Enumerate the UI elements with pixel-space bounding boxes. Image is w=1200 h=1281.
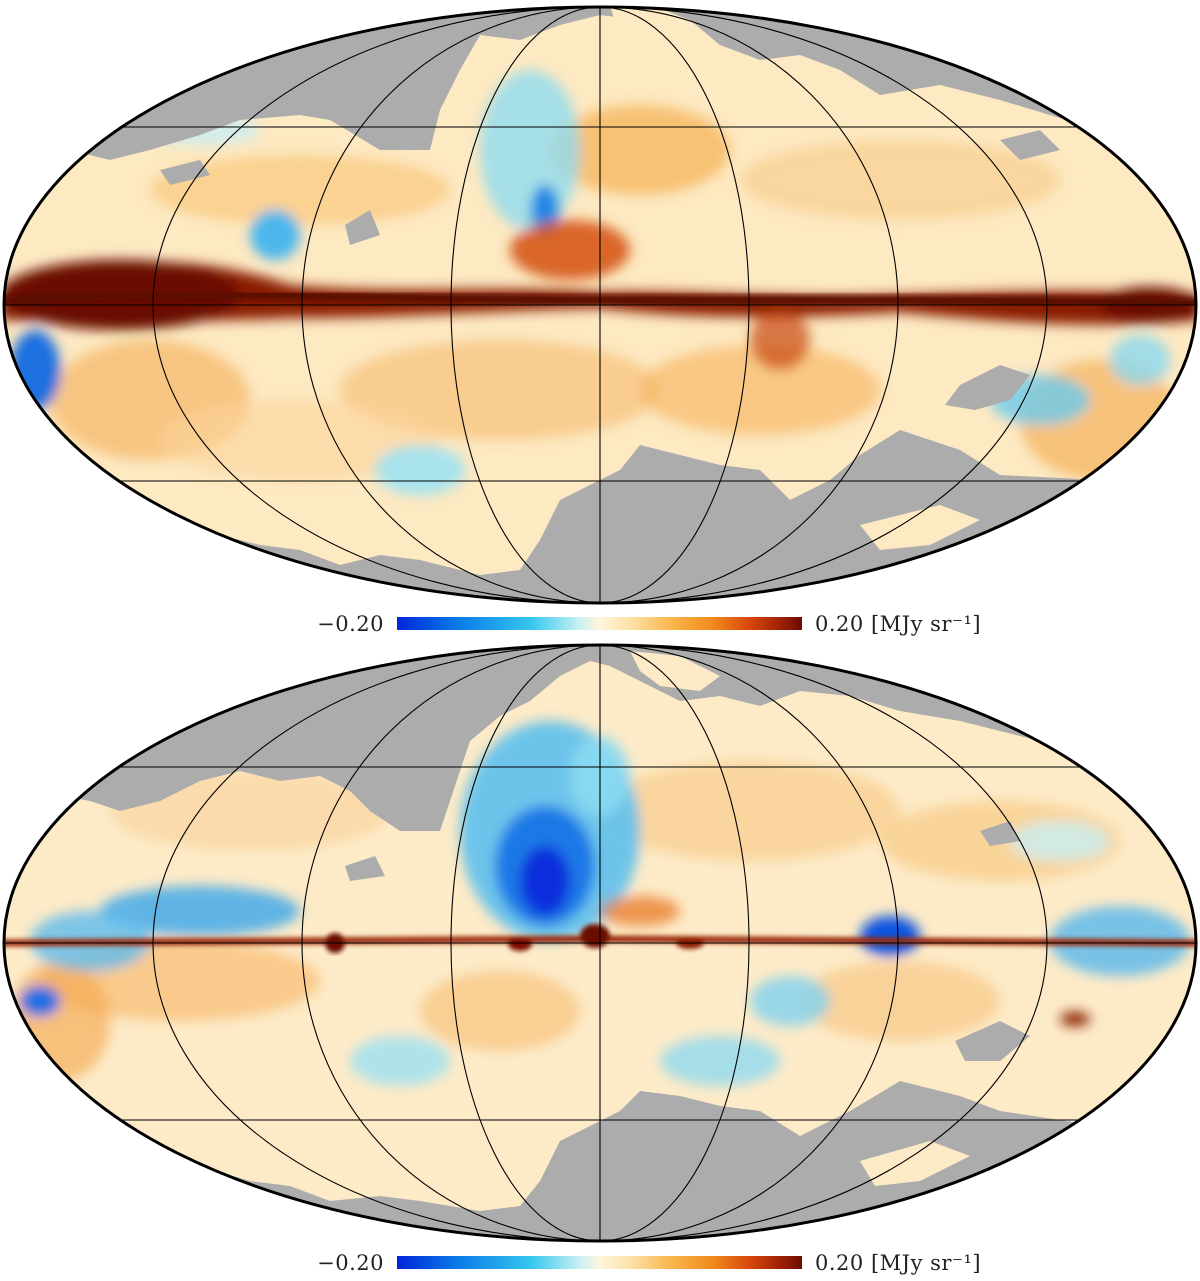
bottom-colorbar-min-label: −0.20 bbox=[317, 1251, 384, 1275]
bottom-sky-map bbox=[2, 643, 1198, 1243]
bottom-map-panel: −0.20 0.20 [MJy sr⁻¹] bbox=[0, 641, 1200, 1277]
bottom-colorbar-max-label: 0.20 [MJy sr⁻¹] bbox=[815, 1251, 981, 1275]
bottom-colorbar-unit: [MJy sr⁻¹] bbox=[870, 1251, 982, 1275]
top-colorbar-max-label: 0.20 [MJy sr⁻¹] bbox=[815, 612, 981, 636]
bottom-colorbar-gradient bbox=[397, 1256, 802, 1269]
top-colorbar-min-label: −0.20 bbox=[317, 612, 384, 636]
top-colorbar-unit: [MJy sr⁻¹] bbox=[870, 612, 982, 636]
top-map-panel: −0.20 0.20 [MJy sr⁻¹] bbox=[0, 0, 1200, 640]
bottom-colorbar-max-value: 0.20 bbox=[815, 1251, 864, 1275]
bottom-colorbar: −0.20 0.20 [MJy sr⁻¹] bbox=[0, 1251, 1200, 1281]
top-colorbar-gradient bbox=[397, 617, 802, 630]
top-sky-map bbox=[2, 5, 1198, 605]
top-colorbar-max-value: 0.20 bbox=[815, 612, 864, 636]
top-colorbar: −0.20 0.20 [MJy sr⁻¹] bbox=[0, 612, 1200, 642]
